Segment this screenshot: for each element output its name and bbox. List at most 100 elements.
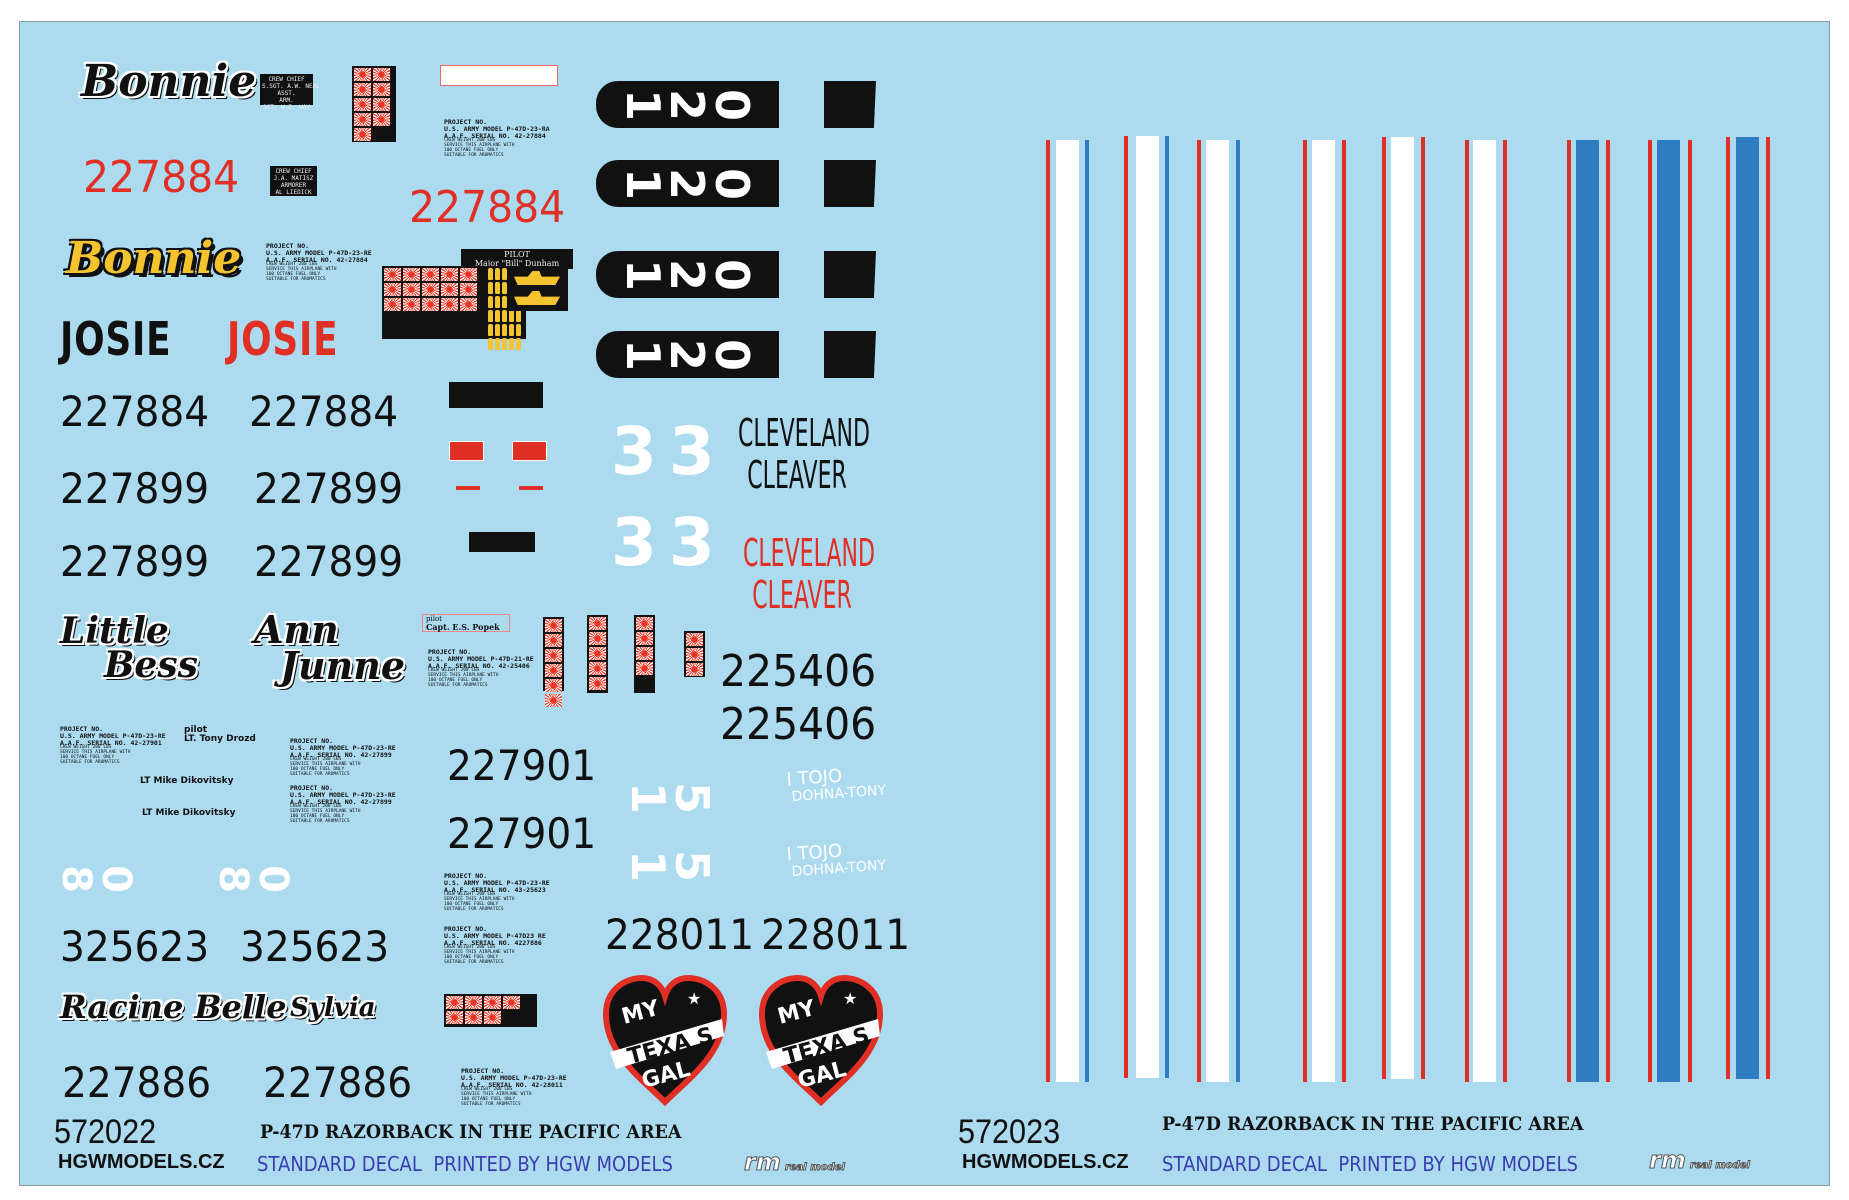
nose-art-sylvia: Sylvia [290, 993, 376, 1023]
code-33-white-2: 33 [611, 504, 727, 581]
rising-sun-flag-icon [446, 996, 463, 1009]
data-stencil: PROJECT NO. U.S. ARMY MODEL P-47D-23-RE A.… [266, 243, 372, 282]
data-stencil: PROJECT NO. U.S. ARMY MODEL P-47D-23-RE A.… [461, 1068, 567, 1107]
standard-decal-text: STANDARD DECAL [257, 1152, 422, 1176]
bomb-icon [502, 268, 507, 280]
rising-sun-flag-icon [422, 268, 439, 281]
stencil-line: U.S. ARMY MODEL P-47D-23-RE [290, 743, 396, 752]
nose-art-my-texas-gal: MY ★ TEXA S GAL [602, 974, 728, 1107]
code-glyph: 5 [665, 781, 720, 814]
red-dash-decal [456, 486, 480, 490]
stencil-line: U.S. ARMY MODEL P-47D-23-RE [444, 878, 550, 887]
star-icon: ★ [843, 989, 857, 1008]
stencil-line: SERVICE THIS AIRPLANE WITH [290, 762, 361, 768]
plate-line: CREW CHIEF [275, 168, 312, 175]
stripe-blue [1657, 140, 1680, 1082]
nose-art-cleveland-cleaver-black: CLEVELAND CLEAVER [738, 414, 870, 494]
rising-sun-flag-icon [589, 617, 606, 630]
plate-line: CREW CHIEF [268, 76, 305, 83]
nose-art-bonnie-yellow: Bonnie [66, 233, 242, 284]
code-glyph: 2 [660, 88, 715, 121]
bomb-icon [502, 310, 507, 322]
nose-art-little-bess: Little Bess [60, 610, 198, 683]
cleveland-line: CLEVELAND [743, 531, 875, 575]
stencil-line: CREW WEIGHT 200 LBS [461, 1087, 513, 1093]
stripe-red [1303, 140, 1307, 1082]
bomb-icon [502, 324, 507, 336]
little-line: Little [60, 610, 169, 652]
stencil-line: U.S. ARMY MODEL P-47D-23-RE [60, 731, 166, 740]
bomb-icon [488, 268, 493, 280]
pilot-label: pilot [426, 615, 442, 623]
bomb-icon [488, 282, 493, 294]
sheet-title-left: P-47D RAZORBACK IN THE PACIFIC AREA [260, 1121, 682, 1143]
nose-art-bonnie-white: Bonnie [81, 56, 257, 107]
stripe-red [1688, 140, 1692, 1082]
black-bar-decal [449, 382, 543, 408]
stencil-line: CREW WEIGHT 200 LBS [444, 138, 496, 144]
stencil-line: SUITABLE FOR AROMATICS [444, 906, 504, 912]
black-tab-decal [824, 81, 876, 128]
code-glyph: 0 [249, 864, 296, 893]
stencil-line: 100 OCTANE FUEL ONLY [461, 1096, 516, 1102]
stripe-red [1567, 140, 1571, 1082]
stripe-blue [1236, 140, 1240, 1082]
stencil-line: CREW WEIGHT 200 LBS [290, 757, 342, 763]
nose-art-josie-black: JOSIE [60, 312, 172, 366]
stencil-line: A.A.F. SERIAL NO. 42-27884 [444, 131, 546, 140]
pilot-plate-dunham: PILOT Major "Bill" Dunham [461, 249, 573, 269]
standard-label-left: STANDARD DECAL PRINTED BY HGW MODELS [257, 1154, 673, 1174]
bomb-icon [495, 296, 500, 308]
bomb-icon [516, 324, 521, 336]
plate-line: SGT. W.E. WAY [263, 103, 310, 111]
stencil-line: 100 OCTANE FUEL ONLY [444, 147, 499, 153]
bomb-icon [502, 296, 507, 308]
pilot-name: Capt. E.S. Popek [426, 622, 500, 632]
bomb-icon [516, 338, 521, 350]
plate-line: Major "Bill" Dunham [474, 259, 560, 269]
rising-sun-flag-icon [441, 283, 458, 296]
stencil-line: 100 OCTANE FUEL ONLY [60, 754, 115, 760]
stencil-line: PROJECT NO. [290, 737, 334, 745]
rising-sun-flag-icon [589, 632, 606, 645]
stencil-line: PROJECT NO. [60, 725, 104, 733]
ship-markings [508, 266, 568, 311]
cleaver-line: CLEAVER [752, 573, 852, 617]
plate-line: S.SGT. A.W. NEAL [262, 82, 320, 90]
plate-line: ASST. [277, 89, 296, 97]
stencil-line: SERVICE THIS AIRPLANE WITH [461, 1092, 532, 1098]
ship-icon [514, 271, 560, 285]
pilot-name-dikovitsky: LT Mike Dikovitsky [140, 776, 234, 786]
website-left: HGWMODELS.CZ [58, 1151, 225, 1173]
stencil-line: 100 OCTANE FUEL ONLY [266, 271, 321, 277]
rising-sun-flag-icon [636, 617, 653, 630]
rising-sun-flag-icon [545, 664, 562, 677]
red-dash-decal [519, 486, 543, 490]
printed-by-text: PRINTED BY HGW MODELS [433, 1152, 673, 1176]
rising-sun-flag-icon [545, 634, 562, 647]
stripe-white [1473, 140, 1496, 1082]
stripe-red [1342, 140, 1346, 1082]
plate-line: PILOT [504, 250, 530, 259]
rising-sun-flag-icon [589, 677, 606, 690]
rising-sun-flag-icon [354, 113, 371, 126]
stencil-line: PROJECT NO. [461, 1067, 505, 1075]
rising-sun-flag-icon [484, 996, 501, 1009]
crew-plate-2: CREW CHIEF J.A. MATISZ ARMORER AL LIEDICK [270, 166, 317, 196]
stencil-line: SUITABLE FOR AROMATICS [290, 771, 350, 777]
stencil-line: U.S. ARMY MODEL P-47D23 RE [444, 931, 546, 940]
nose-art-cleveland-cleaver-red: CLEVELAND CLEAVER [743, 534, 875, 614]
stripe-red [1421, 137, 1425, 1079]
stripe-red [1606, 140, 1610, 1082]
stencil-line: SERVICE THIS AIRPLANE WITH [290, 809, 361, 815]
serial-227884-red: 227884 [83, 152, 240, 203]
rising-sun-flag-icon [460, 298, 477, 311]
stencil-line: A.A.F. SERIAL NO. 4227886 [444, 938, 542, 947]
stencil-line: U.S. ARMY MODEL P-47D-23-RE [266, 248, 372, 257]
black-tab-decal [824, 331, 876, 378]
serial-227899: 227899 [254, 537, 404, 586]
stencil-line: U.S. ARMY MODEL P-47D-21-RE [428, 654, 534, 663]
pilot-plate-popek: pilot Capt. E.S. Popek [422, 614, 510, 632]
